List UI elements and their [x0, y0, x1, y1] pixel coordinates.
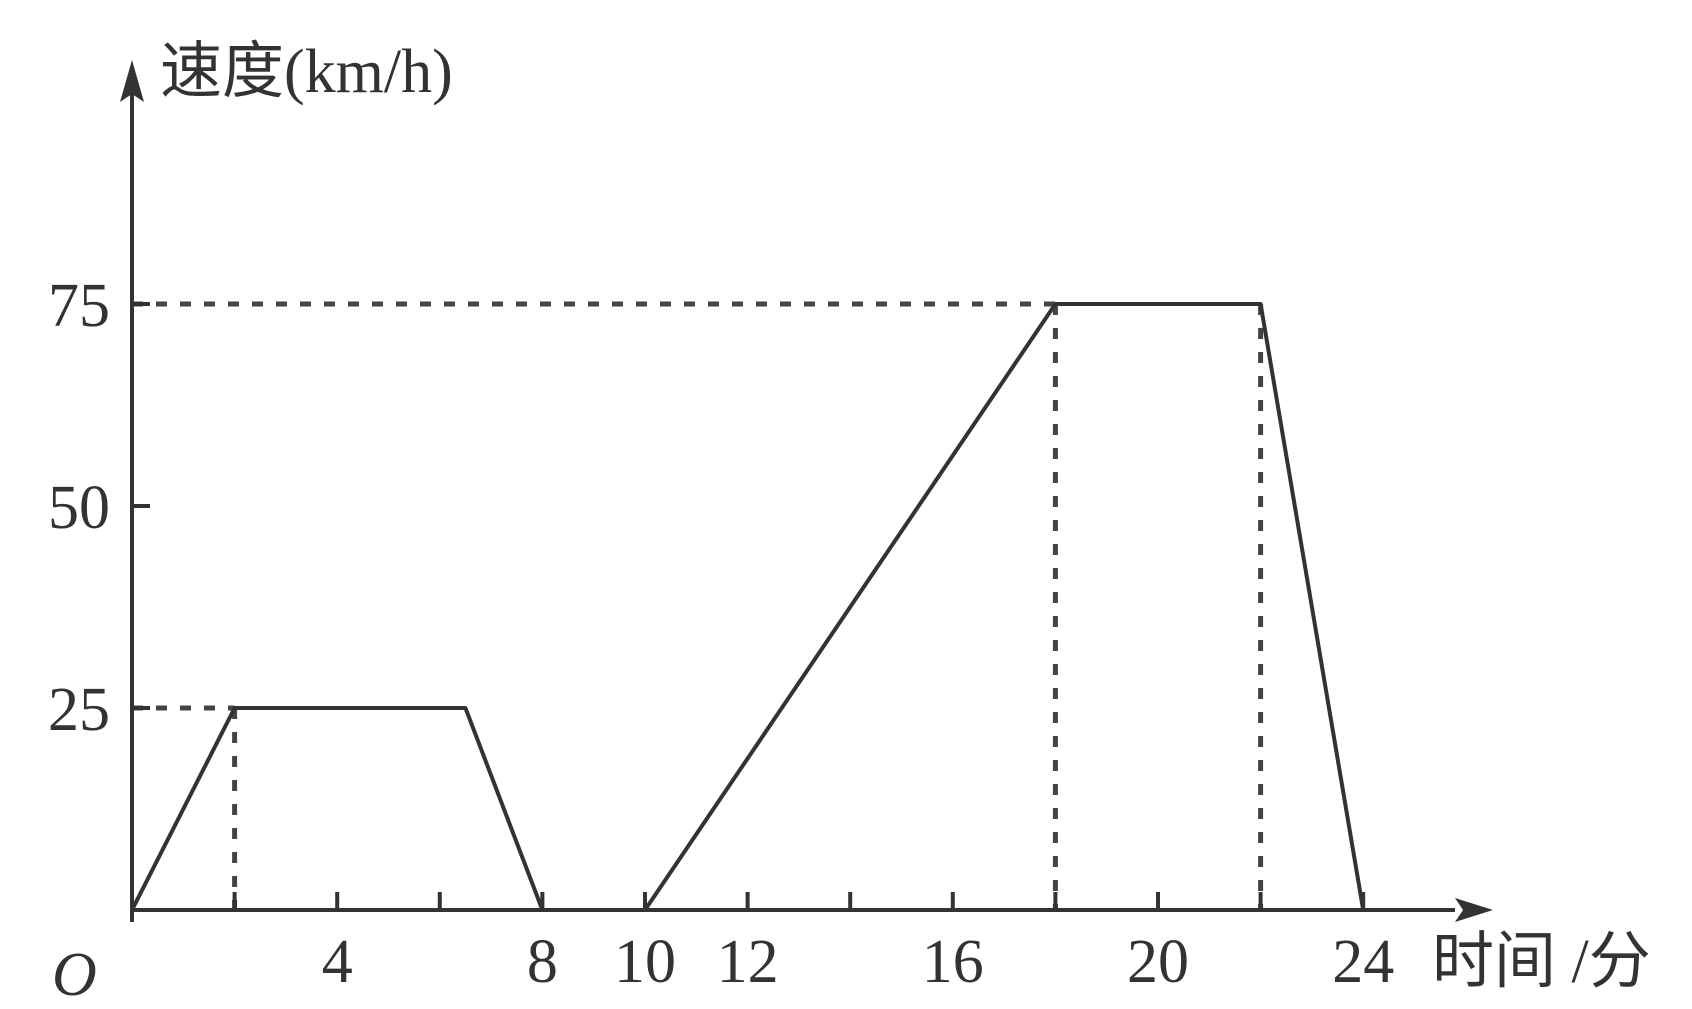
x-tick-label: 4: [322, 928, 353, 996]
y-axis-arrow-icon: [120, 60, 144, 102]
x-tick-label: 12: [717, 928, 779, 996]
speed-line-segment-2: [643, 302, 1366, 912]
x-tick-label: 10: [614, 928, 676, 996]
series-group: [130, 302, 1366, 912]
speed-line-segment-1: [130, 706, 545, 911]
x-axis-label: 时间 /分: [1432, 928, 1651, 996]
axes: [120, 60, 1493, 922]
x-tick-label: 20: [1127, 928, 1189, 996]
x-tick-label: 24: [1332, 928, 1394, 996]
x-tick-label: 8: [527, 928, 558, 996]
origin-label: O: [52, 941, 97, 1009]
y-tick-label: 50: [48, 474, 110, 542]
reference-lines: [132, 301, 1264, 910]
x-tick-label: 16: [922, 928, 984, 996]
y-tick-label: 75: [48, 272, 110, 340]
axis-ticks: 4 8 10 12 16 20 24 25 50 75: [48, 272, 1394, 996]
y-axis-label: 速度(km/h): [160, 38, 453, 106]
y-tick-label: 25: [48, 676, 110, 744]
x-axis-arrow-icon: [1455, 898, 1493, 922]
